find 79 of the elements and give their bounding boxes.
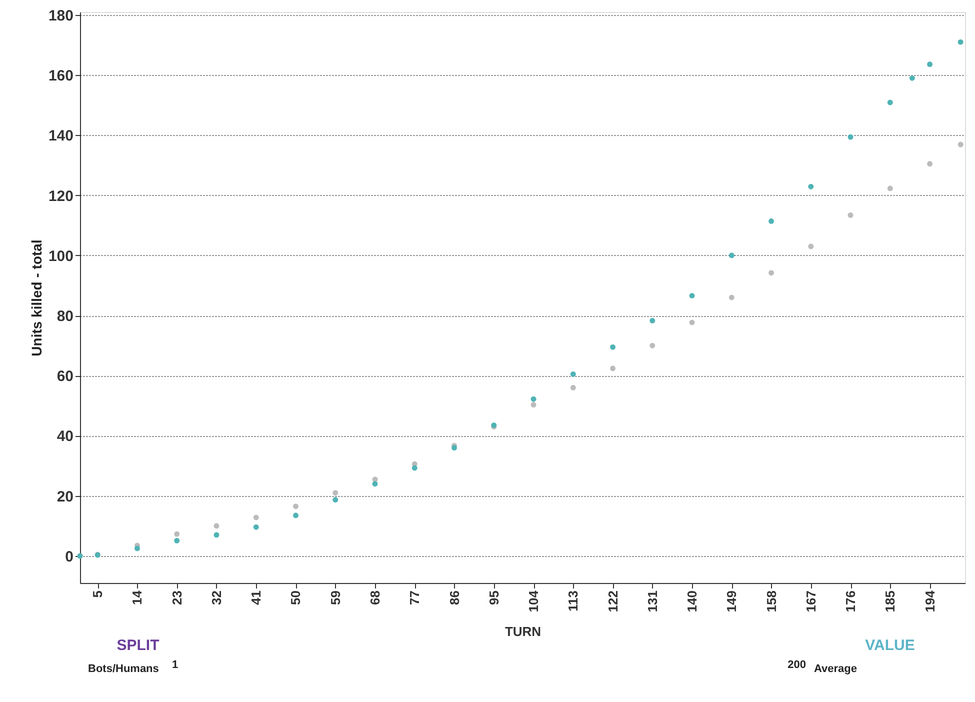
point (768, 218, 774, 224)
x-tick-label: 68 (368, 590, 382, 605)
x-tick-label: 104 (526, 590, 542, 612)
point (412, 465, 418, 471)
point (887, 100, 893, 106)
point (452, 445, 457, 450)
x-tick-label: 185 (882, 590, 898, 612)
x-tick-label: 95 (486, 590, 502, 605)
y-tick-label: 0 (65, 548, 74, 566)
x-tick-label: 149 (724, 590, 740, 612)
y-tick-label: 60 (56, 368, 74, 386)
point (927, 62, 933, 68)
y-tick-label: 100 (48, 248, 74, 265)
text: 1 (172, 659, 178, 671)
point (174, 538, 180, 544)
point (909, 75, 915, 81)
x-tick-label: 5 (90, 590, 106, 598)
point (332, 497, 338, 502)
y-tick-label: 40 (56, 428, 74, 446)
point (768, 270, 774, 276)
point (689, 320, 695, 326)
x-tick-label: 113 (566, 590, 581, 612)
point (293, 512, 298, 518)
x-tick-label: 50 (288, 590, 304, 605)
point (174, 531, 180, 537)
point (927, 161, 933, 166)
point (848, 134, 854, 140)
point (332, 490, 338, 496)
x-tick-label: 167 (803, 590, 818, 612)
point (958, 39, 964, 45)
y-tick-label: 80 (56, 308, 74, 326)
point (689, 292, 695, 298)
point (372, 481, 378, 487)
x-tick-label: 86 (446, 590, 462, 605)
point (570, 384, 576, 390)
text: Average (814, 663, 858, 675)
x-tick-label: 41 (248, 590, 264, 605)
y-tick-label: 20 (56, 488, 74, 506)
point (214, 532, 220, 538)
point (650, 318, 656, 324)
point (887, 186, 893, 192)
point (253, 524, 259, 530)
x-tick-label: 14 (130, 590, 145, 605)
text: 200 (788, 659, 806, 671)
x-tick-label: 158 (764, 590, 779, 612)
point (530, 402, 536, 408)
point (808, 184, 814, 190)
x-axis-title: TURN (504, 624, 542, 640)
y-tick-label: 120 (48, 188, 74, 205)
point (530, 396, 536, 402)
y-axis-title: Units killed - total (28, 240, 44, 356)
x-tick-label: 23 (169, 590, 184, 605)
point (650, 342, 656, 348)
text: SPLIT (116, 637, 160, 654)
point (610, 344, 616, 350)
point (728, 252, 734, 258)
x-tick-label: 122 (605, 590, 620, 612)
x-tick-label: 176 (843, 590, 858, 612)
point (848, 212, 854, 218)
y-tick-label: 160 (48, 68, 74, 85)
x-tick-label: 59 (328, 590, 343, 605)
y-tick-label: 140 (48, 128, 74, 145)
text: VALUE (865, 637, 915, 654)
x-tick-label: 32 (208, 590, 224, 605)
point (214, 523, 220, 529)
x-tick-label: 131 (644, 590, 660, 612)
point (958, 142, 964, 148)
point (610, 366, 616, 372)
x-tick-label: 140 (684, 590, 700, 612)
y-tick-label: 180 (48, 8, 74, 25)
point (570, 371, 576, 377)
text: Bots/Humans (88, 663, 159, 675)
x-tick-label: 77 (407, 590, 422, 605)
point (253, 514, 259, 520)
point (728, 294, 734, 300)
point (808, 244, 814, 250)
point (134, 546, 140, 552)
point (293, 504, 298, 510)
x-tick-label: 194 (922, 590, 938, 612)
